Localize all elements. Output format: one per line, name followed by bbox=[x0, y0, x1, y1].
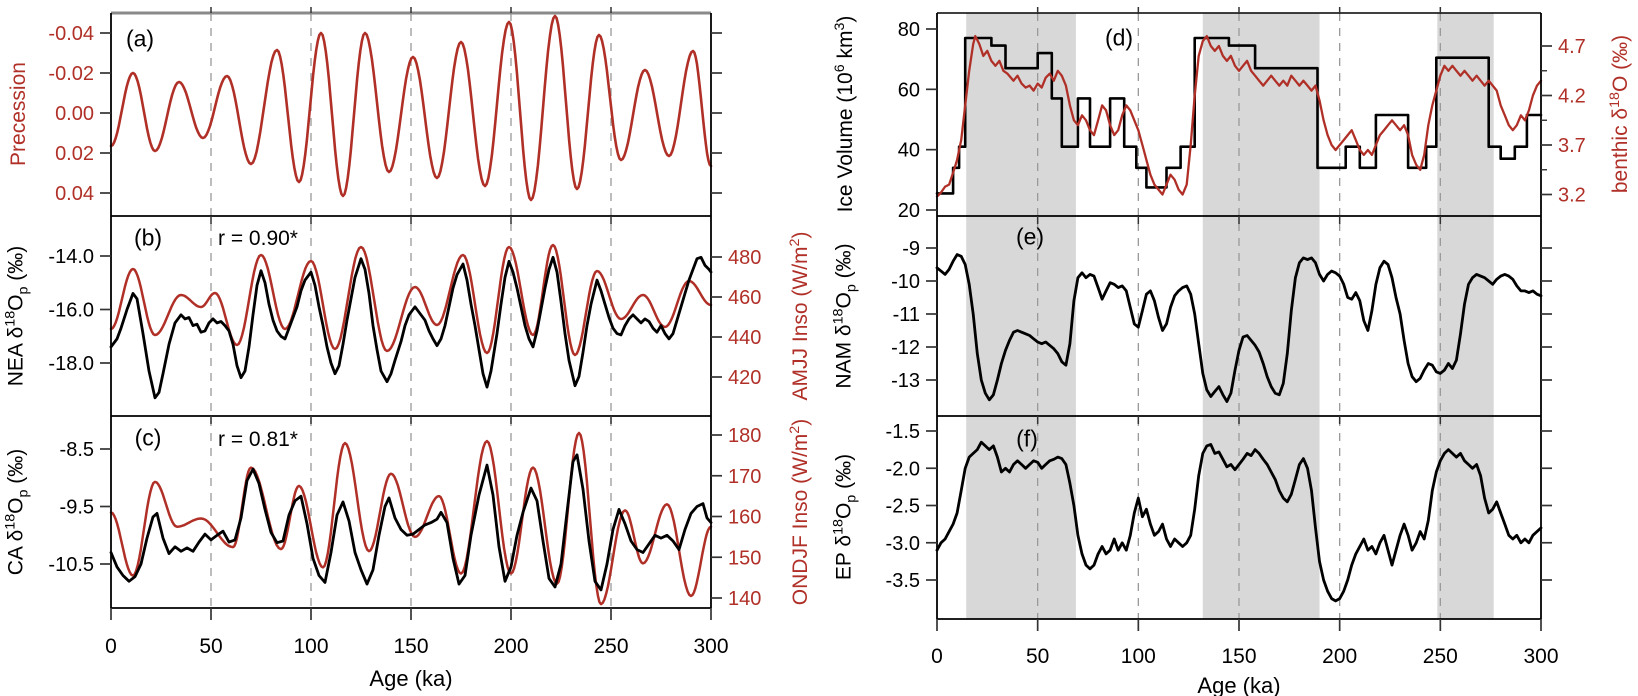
y-tick-label: -2.5 bbox=[886, 496, 920, 518]
ep-d18op-curve bbox=[935, 440, 1543, 603]
y-tick-label: 4.7 bbox=[1558, 36, 1586, 58]
ondjf-insolation-curve bbox=[109, 431, 713, 606]
y-tick-label: -3.5 bbox=[886, 570, 920, 592]
precession-curve bbox=[109, 14, 713, 202]
y-tick-label: 160 bbox=[728, 507, 761, 529]
y-tick-label: -1.5 bbox=[886, 421, 920, 443]
y-tick-label: -3.0 bbox=[886, 533, 920, 555]
y-tick-label: -0.04 bbox=[48, 23, 94, 45]
x-tick-label: 250 bbox=[1423, 645, 1458, 668]
panel-letter-e: (e) bbox=[1015, 223, 1045, 250]
x-tick-label: 150 bbox=[1221, 645, 1256, 668]
x-axis-title-left: Age (ka) bbox=[369, 666, 453, 691]
glacial-band bbox=[966, 13, 1076, 619]
benthic-axis-title: benthic δ18O (‰) bbox=[1607, 34, 1632, 194]
panel-letter-d: (d) bbox=[1104, 24, 1134, 51]
glacial-band bbox=[1202, 13, 1320, 619]
x-tick-label: 50 bbox=[1026, 645, 1049, 668]
panel-letter-a: (a) bbox=[125, 25, 155, 52]
y-tick-label: -10.5 bbox=[48, 554, 94, 576]
y-tick-label: 420 bbox=[728, 367, 761, 389]
panel-letter-f: (f) bbox=[1016, 425, 1038, 452]
y-tick-label: -13 bbox=[891, 370, 920, 392]
correlation-label-b: r = 0.90* bbox=[218, 227, 298, 250]
amjj-insolation-curve bbox=[109, 243, 713, 357]
y-tick-label: 0.04 bbox=[55, 183, 94, 205]
y-tick-label: 3.7 bbox=[1558, 135, 1586, 157]
y-tick-label: -14.0 bbox=[48, 246, 94, 268]
nam-axis-title: NAM δ18Op (‰) bbox=[830, 243, 860, 389]
y-tick-label: -8.5 bbox=[60, 439, 94, 461]
x-tick-label: 0 bbox=[105, 635, 117, 658]
y-tick-label: -9 bbox=[902, 238, 920, 260]
x-tick-label: 150 bbox=[393, 635, 428, 658]
y-tick-label: 140 bbox=[728, 588, 761, 610]
x-tick-label: 300 bbox=[1523, 645, 1558, 668]
nea-axis-title: NEA δ18Op (‰) bbox=[2, 245, 32, 387]
x-tick-label: 300 bbox=[693, 635, 728, 658]
ondjf-inso-axis-title: ONDJF Inso (W/m2) bbox=[787, 418, 812, 606]
y-tick-label: 4.2 bbox=[1558, 86, 1586, 108]
amjj-inso-axis-title: AMJJ Inso (W/m2) bbox=[787, 231, 812, 401]
panel-letter-b: (b) bbox=[133, 224, 163, 251]
x-tick-label: 0 bbox=[931, 645, 943, 668]
y-tick-label: 150 bbox=[728, 547, 761, 569]
y-tick-label: 3.2 bbox=[1558, 185, 1586, 207]
precession-axis-title: Precession bbox=[7, 62, 30, 166]
y-tick-label: 0.00 bbox=[55, 103, 94, 125]
y-tick-label: 170 bbox=[728, 466, 761, 488]
y-tick-label: 440 bbox=[728, 327, 761, 349]
ice-volume-curve bbox=[935, 36, 1543, 195]
y-tick-label: -18.0 bbox=[48, 353, 94, 375]
x-tick-label: 200 bbox=[493, 635, 528, 658]
y-tick-label: -9.5 bbox=[60, 497, 94, 519]
y-tick-label: 180 bbox=[728, 425, 761, 447]
y-tick-label: 40 bbox=[898, 140, 920, 162]
y-tick-label: 60 bbox=[898, 79, 920, 101]
y-tick-label: 20 bbox=[898, 200, 920, 222]
nam-d18op-curve bbox=[935, 253, 1543, 403]
y-tick-label: 480 bbox=[728, 247, 761, 269]
ca-d18op-curve bbox=[109, 453, 713, 592]
panel-letter-c: (c) bbox=[134, 424, 162, 451]
correlation-label-c: r = 0.81* bbox=[218, 428, 298, 451]
glacial-band bbox=[1437, 13, 1494, 619]
x-tick-label: 200 bbox=[1322, 645, 1357, 668]
ca-axis-title: CA δ18Op (‰) bbox=[2, 448, 32, 576]
y-tick-label: -0.02 bbox=[48, 63, 94, 85]
y-tick-label: -2.0 bbox=[886, 458, 920, 480]
y-tick-label: -11 bbox=[893, 304, 920, 326]
y-tick-label: -10 bbox=[891, 271, 920, 293]
y-tick-label: 80 bbox=[898, 19, 920, 41]
x-axis-title-right: Age (ka) bbox=[1197, 673, 1281, 696]
benthic-d18o-curve bbox=[935, 34, 1543, 198]
ice-volume-axis-title: Ice Volume (106 km3) bbox=[832, 15, 857, 213]
y-tick-label: 460 bbox=[728, 287, 761, 309]
x-tick-label: 250 bbox=[593, 635, 628, 658]
ep-axis-title: EP δ18Op (‰) bbox=[830, 453, 860, 581]
y-tick-label: -16.0 bbox=[48, 300, 94, 322]
nea-d18op-curve bbox=[109, 255, 713, 400]
x-tick-label: 50 bbox=[199, 635, 222, 658]
x-tick-label: 100 bbox=[293, 635, 328, 658]
y-tick-label: 0.02 bbox=[55, 143, 94, 165]
x-tick-label: 100 bbox=[1121, 645, 1156, 668]
y-tick-label: -12 bbox=[891, 337, 920, 359]
